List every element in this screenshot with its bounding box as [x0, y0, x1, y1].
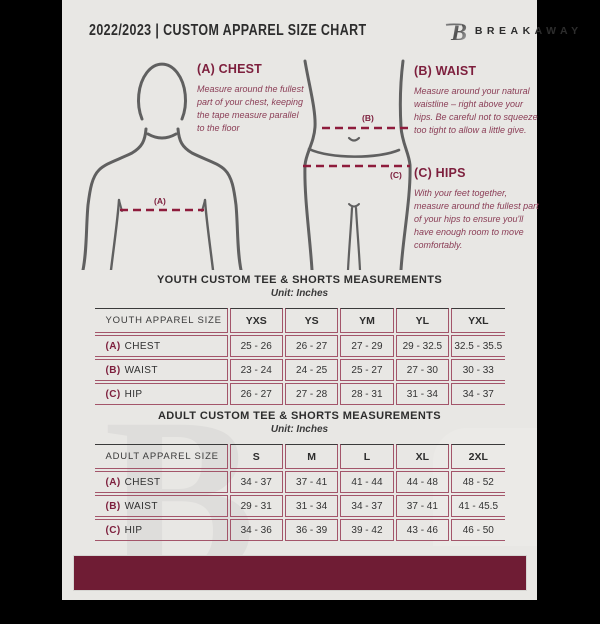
- adult-size-label: ADULT APPAREL SIZE: [94, 444, 228, 469]
- row-label-text: WAIST: [124, 500, 158, 512]
- chest-guide-heading: (A) CHEST: [197, 62, 262, 76]
- row-label-text: WAIST: [124, 364, 158, 376]
- table-cell: 46 - 50: [451, 519, 505, 541]
- table-cell: 34 - 37: [229, 471, 283, 493]
- row-label-text: HIP: [124, 524, 143, 536]
- table-cell: 32.5 - 35.5: [451, 335, 505, 357]
- row-label: (A) CHEST: [94, 335, 228, 357]
- row-label: (B) WAIST: [94, 359, 228, 381]
- row-key: (B): [105, 500, 121, 512]
- youth-size-table: YOUTH APPAREL SIZE YXS YS YM YL YXL (A) C…: [93, 306, 507, 407]
- page-title: 2022/2023 | CUSTOM APPAREL SIZE CHART: [89, 22, 367, 39]
- table-cell: 37 - 41: [284, 471, 339, 493]
- hips-line-label: (C): [390, 170, 402, 180]
- hips-guide-heading: (C) HIPS: [414, 166, 466, 180]
- waist-line-label: (B): [362, 113, 374, 123]
- figure-head: [137, 62, 187, 121]
- youth-section: YOUTH CUSTOM TEE & SHORTS MEASUREMENTS U…: [62, 274, 537, 407]
- row-label: (A) CHEST: [94, 471, 228, 493]
- watermark-band: [433, 428, 537, 546]
- table-cell: 30 - 33: [451, 359, 505, 381]
- chest-guide-text: Measure around the fullest part of your …: [197, 84, 304, 134]
- column-header: YS: [284, 308, 339, 333]
- hips-guide-text: With your feet together, measure around …: [414, 188, 539, 251]
- adult-section: ADULT CUSTOM TEE & SHORTS MEASUREMENTS U…: [62, 410, 537, 543]
- youth-size-label: YOUTH APPAREL SIZE: [94, 308, 228, 333]
- table-row-chest: (A) CHEST 25 - 26 26 - 27 27 - 29 29 - 32…: [94, 335, 505, 357]
- row-label-text: CHEST: [124, 340, 161, 352]
- footer-bar: [73, 555, 527, 591]
- table-cell: 25 - 26: [229, 335, 283, 357]
- figure-waistband: [307, 147, 401, 158]
- table-cell: 25 - 27: [340, 359, 394, 381]
- table-cell: 31 - 34: [284, 495, 339, 517]
- brand-name: BREAKAWAY: [474, 25, 583, 37]
- table-row-hip: (C) HIP 34 - 36 36 - 39 39 - 42 43 - 46 4…: [94, 519, 505, 541]
- table-cell: 26 - 27: [229, 383, 283, 405]
- table-cell: 34 - 37: [340, 495, 394, 517]
- row-label: (C) HIP: [94, 383, 228, 405]
- header: 2022/2023 | CUSTOM APPAREL SIZE CHART B …: [89, 16, 578, 46]
- adult-section-title: ADULT CUSTOM TEE & SHORTS MEASUREMENTS: [157, 410, 442, 422]
- table-cell: 26 - 27: [284, 335, 339, 357]
- column-header: 2XL: [451, 444, 505, 469]
- column-header: XL: [395, 444, 450, 469]
- youth-section-title: YOUTH CUSTOM TEE & SHORTS MEASUREMENTS: [156, 274, 443, 286]
- table-row-waist: (B) WAIST 29 - 31 31 - 34 34 - 37 37 - 41…: [94, 495, 505, 517]
- row-label-text: HIP: [124, 388, 143, 400]
- column-header: YM: [340, 308, 394, 333]
- row-key: (C): [105, 388, 121, 400]
- body-measurement-diagram: [81, 59, 412, 270]
- table-row-hip: (C) HIP 26 - 27 27 - 28 28 - 31 31 - 34 3…: [94, 383, 505, 405]
- table-cell: 23 - 24: [229, 359, 283, 381]
- row-key: (B): [105, 364, 121, 376]
- column-header: S: [229, 444, 283, 469]
- table-cell: 34 - 37: [451, 383, 505, 405]
- table-cell: 24 - 25: [284, 359, 339, 381]
- brand-block: B BREAKAWAY: [445, 18, 583, 45]
- table-cell: 27 - 30: [395, 359, 450, 381]
- table-header-row: ADULT APPAREL SIZE S M L XL 2XL: [94, 444, 505, 469]
- waist-guide-text: Measure around your natural waistline – …: [414, 86, 538, 136]
- column-header: YXS: [229, 308, 283, 333]
- table-cell: 31 - 34: [395, 383, 450, 405]
- chest-line-label: (A): [154, 196, 166, 206]
- svg-text:B: B: [450, 20, 467, 45]
- table-cell: 39 - 42: [340, 519, 394, 541]
- table-cell: 27 - 29: [340, 335, 394, 357]
- table-cell: 34 - 36: [229, 519, 283, 541]
- breakaway-logo-icon: B: [445, 20, 467, 45]
- table-cell: 36 - 39: [284, 519, 339, 541]
- youth-unit-label: Unit: Inches: [270, 288, 329, 299]
- table-header-row: YOUTH APPAREL SIZE YXS YS YM YL YXL: [94, 308, 505, 333]
- row-key: (A): [105, 476, 121, 488]
- waist-guide-heading: (B) WAIST: [414, 64, 477, 78]
- adult-unit-label: Unit: Inches: [270, 424, 329, 435]
- table-cell: 43 - 46: [395, 519, 450, 541]
- figure-navel: [347, 136, 361, 142]
- table-row-chest: (A) CHEST 34 - 37 37 - 41 41 - 44 44 - 48…: [94, 471, 505, 493]
- row-label: (B) WAIST: [94, 495, 228, 517]
- size-chart-page: B 2022/2023 | CUSTOM APPAREL SIZE CHART …: [62, 0, 578, 612]
- table-cell: 37 - 41: [395, 495, 450, 517]
- table-cell: 48 - 52: [451, 471, 505, 493]
- table-cell: 27 - 28: [284, 383, 339, 405]
- column-header: L: [340, 444, 394, 469]
- row-key: (A): [105, 340, 121, 352]
- adult-size-table: ADULT APPAREL SIZE S M L XL 2XL (A) CHEST…: [93, 442, 507, 543]
- column-header: M: [284, 444, 339, 469]
- row-key: (C): [105, 524, 121, 536]
- column-header: YL: [395, 308, 450, 333]
- table-cell: 41 - 45.5: [451, 495, 505, 517]
- column-header: YXL: [451, 308, 505, 333]
- table-cell: 28 - 31: [340, 383, 394, 405]
- table-cell: 29 - 32.5: [395, 335, 450, 357]
- table-cell: 41 - 44: [340, 471, 394, 493]
- row-label-text: CHEST: [124, 476, 161, 488]
- row-label: (C) HIP: [94, 519, 228, 541]
- table-row-waist: (B) WAIST 23 - 24 24 - 25 25 - 27 27 - 30…: [94, 359, 505, 381]
- table-cell: 44 - 48: [395, 471, 450, 493]
- table-cell: 29 - 31: [229, 495, 283, 517]
